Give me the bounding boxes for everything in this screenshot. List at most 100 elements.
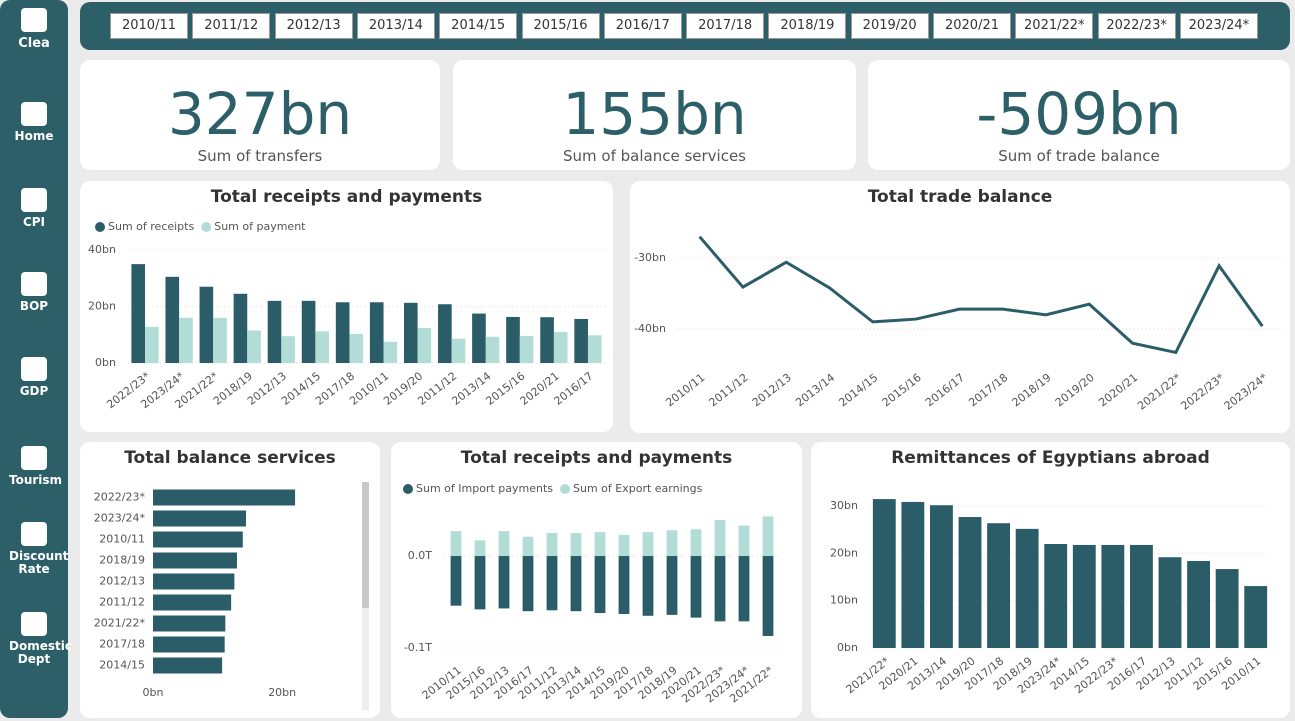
bar xyxy=(267,300,282,363)
x-tick-label: 2020/21 xyxy=(1096,371,1140,409)
bar xyxy=(958,517,982,648)
nav-icon xyxy=(21,102,47,126)
bar xyxy=(153,573,235,590)
year-button[interactable]: 2012/13 xyxy=(274,13,353,39)
x-tick-label: 2011/12 xyxy=(707,371,751,409)
bar xyxy=(1215,569,1239,648)
year-button[interactable]: 2021/22* xyxy=(1015,13,1094,39)
bar xyxy=(762,556,774,637)
bar xyxy=(153,594,232,611)
bar xyxy=(153,531,243,548)
bar xyxy=(281,336,295,363)
x-tick-label: 2022/23* xyxy=(1178,371,1227,413)
y-tick-label: 40bn xyxy=(88,243,116,256)
nav-label: CPI xyxy=(22,215,46,229)
nav-item[interactable]: Home xyxy=(0,102,68,143)
bar xyxy=(522,536,534,556)
bar xyxy=(498,531,510,556)
bar xyxy=(417,327,432,363)
bar xyxy=(450,556,462,606)
bar xyxy=(872,499,896,648)
bar xyxy=(594,532,606,556)
x-tick-label: 2018/19 xyxy=(1010,371,1054,409)
bar xyxy=(474,540,486,556)
x-tick-label: 20bn xyxy=(268,686,296,699)
y-tick-label: 20bn xyxy=(88,300,116,313)
bar xyxy=(570,556,582,612)
year-button[interactable]: 2016/17 xyxy=(603,13,682,39)
bar xyxy=(451,338,466,363)
bar xyxy=(574,318,588,363)
year-button[interactable]: 2018/19 xyxy=(768,13,847,39)
bar xyxy=(642,532,654,556)
kpi-value: -509bn xyxy=(976,80,1182,148)
nav-item[interactable]: Tourism xyxy=(0,446,68,487)
bar xyxy=(335,302,350,363)
legend-marker xyxy=(560,484,571,494)
bar xyxy=(1101,544,1125,648)
y-tick-label: 0bn xyxy=(837,641,858,654)
year-button[interactable]: 2015/16 xyxy=(521,13,600,39)
bar xyxy=(1187,561,1210,648)
kpi-label: Sum of transfers xyxy=(197,147,323,165)
nav-icon xyxy=(21,272,47,296)
nav-label: Discount Rate xyxy=(9,549,69,576)
year-button[interactable]: 2011/12 xyxy=(192,13,271,39)
year-button[interactable]: 2013/14 xyxy=(356,13,435,39)
x-tick-label: 2015/16 xyxy=(880,371,924,409)
bar xyxy=(485,336,500,363)
y-tick-label: 2021/22* xyxy=(94,617,146,630)
nav-icon xyxy=(21,188,47,212)
bar xyxy=(474,556,486,610)
bar xyxy=(153,510,246,527)
x-tick-label: 2017/18 xyxy=(966,371,1010,409)
bar xyxy=(546,556,558,611)
kpi-label: Sum of trade balance xyxy=(998,147,1160,165)
kpi-card: 327bn Sum of transfers xyxy=(80,60,440,170)
year-button[interactable]: 2023/24* xyxy=(1179,13,1258,39)
bar xyxy=(690,529,702,556)
bar xyxy=(570,533,582,556)
logo-icon xyxy=(21,8,47,32)
chart-title: Total balance services xyxy=(124,448,336,468)
chart-title: Total receipts and payments xyxy=(211,187,483,207)
year-button[interactable]: 2020/21 xyxy=(933,13,1011,39)
legend-label: Sum of payment xyxy=(214,220,306,233)
x-tick-label: 2010/11 xyxy=(663,371,707,409)
chart-title: Total trade balance xyxy=(868,187,1053,207)
year-button[interactable]: 2017/18 xyxy=(686,13,765,39)
bar xyxy=(1072,544,1096,648)
nav-item[interactable]: Discount Rate xyxy=(0,522,68,576)
legend-label: Sum of Export earnings xyxy=(573,482,703,495)
bar xyxy=(1015,528,1039,648)
bar xyxy=(383,341,398,363)
nav-item[interactable]: CPI xyxy=(0,188,68,229)
bar xyxy=(145,326,159,363)
y-tick-label: 2011/12 xyxy=(99,596,145,609)
year-button[interactable]: 2019/20 xyxy=(850,13,929,39)
x-tick-label: 2013/14 xyxy=(793,371,837,409)
nav-item[interactable]: Domestic Dept xyxy=(0,612,72,666)
bar xyxy=(930,505,953,648)
bar xyxy=(369,302,384,363)
bar xyxy=(153,489,296,506)
nav-label: Tourism xyxy=(9,473,63,487)
year-button[interactable]: 2014/15 xyxy=(439,13,518,39)
nav-label: BOP xyxy=(19,299,49,313)
nav-item[interactable]: BOP xyxy=(0,272,68,313)
x-tick-label: 2019/20 xyxy=(1053,371,1097,409)
y-tick-label: 2012/13 xyxy=(99,575,145,588)
bar xyxy=(714,520,726,556)
nav-icon xyxy=(21,612,47,636)
year-button[interactable]: 2010/11 xyxy=(110,13,188,39)
scrollbar-thumb xyxy=(362,482,369,608)
nav-item[interactable]: GDP xyxy=(0,357,68,398)
year-button[interactable]: 2022/23* xyxy=(1097,13,1176,39)
kpi-label: Sum of balance services xyxy=(562,147,746,165)
y-tick-label: 0bn xyxy=(95,356,116,369)
chart-title: Total receipts and payments xyxy=(461,448,733,468)
logo-text: Clea xyxy=(18,36,50,51)
x-tick-label: 0bn xyxy=(143,686,164,699)
bar xyxy=(690,556,702,618)
